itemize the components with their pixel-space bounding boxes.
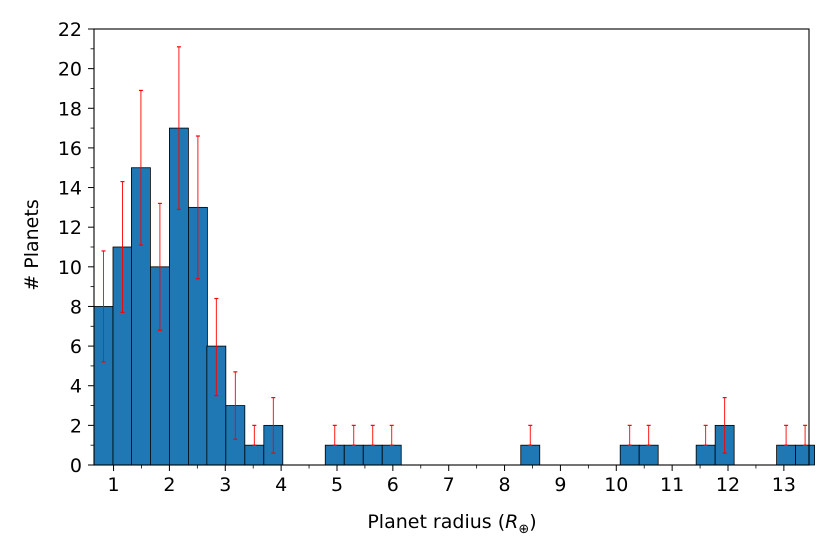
y-tick-label: 10 xyxy=(58,257,82,279)
histogram-bar xyxy=(619,444,640,466)
histogram-bar xyxy=(381,444,402,466)
x-axis-label-close: ) xyxy=(529,511,536,533)
histogram-bar xyxy=(795,444,815,466)
y-axis-label: # Planets xyxy=(21,199,43,290)
x-tick-label: 5 xyxy=(331,474,343,496)
histogram-bar xyxy=(362,444,383,466)
y-tick-label: 14 xyxy=(58,178,82,200)
x-tick-label: 12 xyxy=(716,474,740,496)
y-axis-ticks: 0 2 4 6 8 10 12 14 16 18 20 22 xyxy=(58,19,94,477)
x-axis-label-subscript: ⊕ xyxy=(518,522,529,537)
x-tick-label: 4 xyxy=(275,474,287,496)
x-tick-label: 2 xyxy=(163,474,175,496)
y-tick-label: 8 xyxy=(70,296,82,318)
y-tick-label: 20 xyxy=(58,59,82,81)
x-tick-label: 7 xyxy=(443,474,455,496)
y-tick-label: 4 xyxy=(70,376,82,398)
histogram-bar xyxy=(324,444,345,466)
x-axis-label-text: Planet radius ( xyxy=(367,511,505,533)
x-tick-label: 13 xyxy=(772,474,796,496)
y-tick-label: 18 xyxy=(58,98,82,120)
x-axis-ticks: 1 2 3 4 5 6 7 8 9 10 11 12 13 xyxy=(108,465,796,496)
y-tick-label: 6 xyxy=(70,336,82,358)
y-tick-label: 12 xyxy=(58,217,82,239)
y-tick-label: 2 xyxy=(70,415,82,437)
histogram-bar xyxy=(638,444,659,466)
x-tick-label: 9 xyxy=(554,474,566,496)
histogram-bar xyxy=(244,444,265,466)
histogram-bar xyxy=(776,444,796,466)
x-tick-label: 11 xyxy=(660,474,684,496)
histogram-bar xyxy=(520,444,541,466)
x-tick-label: 10 xyxy=(604,474,628,496)
x-tick-label: 1 xyxy=(108,474,120,496)
x-tick-label: 8 xyxy=(499,474,511,496)
histogram-bar xyxy=(695,444,716,466)
x-tick-label: 6 xyxy=(387,474,399,496)
y-tick-label: 16 xyxy=(58,138,82,160)
bars-layer xyxy=(93,127,815,466)
y-tick-label: 22 xyxy=(58,19,82,41)
x-axis-label-symbol: R xyxy=(505,511,518,533)
error-bars-layer xyxy=(101,46,808,454)
x-axis-label: Planet radius (R⊕) xyxy=(367,511,536,537)
histogram-bar xyxy=(343,444,364,466)
x-tick-label: 3 xyxy=(219,474,231,496)
y-tick-label: 0 xyxy=(70,455,82,477)
